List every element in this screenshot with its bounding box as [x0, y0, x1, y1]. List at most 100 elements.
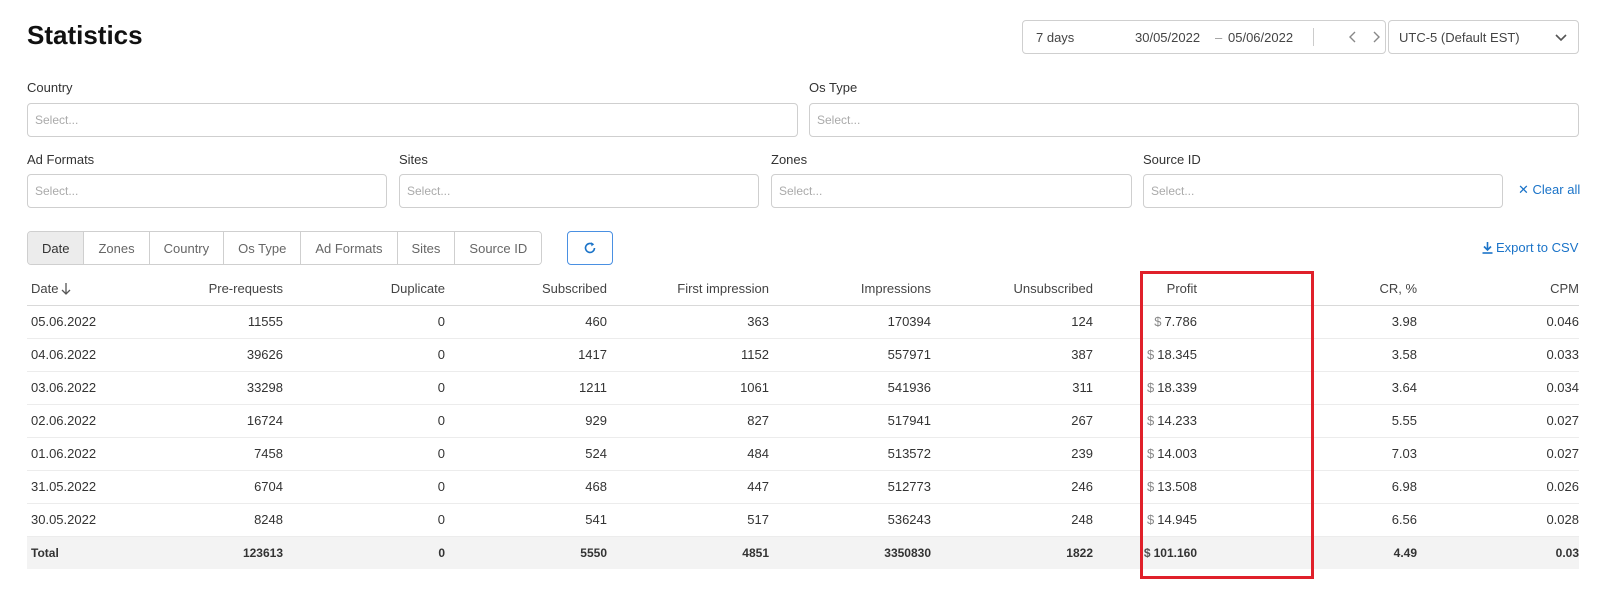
cell-unsubscribed: 246 — [931, 470, 1093, 504]
cell-subscribed: 5550 — [445, 536, 607, 569]
tab-ad-formats[interactable]: Ad Formats — [301, 232, 398, 264]
clear-all-label: Clear all — [1532, 182, 1581, 197]
clear-all-link[interactable]: ✕ Clear all — [1518, 182, 1580, 198]
column-header-duplicate[interactable]: Duplicate — [283, 272, 445, 306]
profit-value: 13.508 — [1157, 479, 1197, 494]
zones-label: Zones — [771, 152, 808, 167]
page-title: Statistics — [27, 20, 143, 50]
cell-cr: 3.98 — [1255, 305, 1417, 339]
tab-zones[interactable]: Zones — [84, 232, 150, 264]
timezone-select[interactable]: UTC-5 (Default EST) — [1388, 20, 1579, 54]
cell-subscribed: 460 — [445, 305, 607, 339]
ad-formats-placeholder: Select... — [35, 184, 79, 198]
sites-select[interactable]: Select... — [399, 174, 759, 208]
cell-pre-requests: 33298 — [109, 371, 283, 405]
cell-unsubscribed: 124 — [931, 305, 1093, 339]
cell-cpm: 0.046 — [1417, 305, 1579, 339]
currency-symbol: $ — [1147, 380, 1155, 395]
tab-source-id[interactable]: Source ID — [455, 232, 542, 264]
cell-subscribed: 468 — [445, 470, 607, 504]
export-csv-link[interactable]: Export to CSV — [1482, 240, 1578, 255]
tab-sites[interactable]: Sites — [397, 232, 456, 264]
cell-pre-requests: 7458 — [109, 437, 283, 471]
cell-subscribed: 541 — [445, 503, 607, 537]
tab-country[interactable]: Country — [149, 232, 225, 264]
date-range-picker[interactable]: 7 days 30/05/2022 – 05/06/2022 — [1022, 20, 1386, 54]
chevron-right-icon[interactable] — [1368, 29, 1384, 45]
cell-cr: 6.98 — [1255, 470, 1417, 504]
os-type-select[interactable]: Select... — [809, 103, 1579, 137]
date-to[interactable]: 05/06/2022 — [1228, 29, 1294, 45]
currency-symbol: $ — [1147, 347, 1155, 362]
os-type-label: Os Type — [809, 80, 858, 95]
cell-first-impression: 484 — [607, 437, 769, 471]
column-header-date[interactable]: Date — [27, 272, 109, 306]
cell-impressions: 517941 — [769, 404, 931, 438]
column-header-unsubscribed[interactable]: Unsubscribed — [931, 272, 1093, 306]
chevron-down-icon — [1555, 34, 1567, 42]
cell-pre-requests: 8248 — [109, 503, 283, 537]
cell-unsubscribed: 311 — [931, 371, 1093, 405]
source-id-select[interactable]: Select... — [1143, 174, 1503, 208]
cell-unsubscribed: 387 — [931, 338, 1093, 372]
cell-pre-requests: 16724 — [109, 404, 283, 438]
sites-placeholder: Select... — [407, 184, 451, 198]
cell-first-impression: 1152 — [607, 338, 769, 372]
currency-symbol: $ — [1147, 446, 1155, 461]
cell-profit: $14.003 — [1093, 437, 1255, 471]
column-header-first-impression[interactable]: First impression — [607, 272, 769, 306]
currency-symbol: $ — [1143, 545, 1151, 560]
cell-first-impression: 447 — [607, 470, 769, 504]
table-row: 05.06.2022 11555 0 460 363 170394 124 $7.786 3.9… — [27, 305, 1579, 339]
close-icon: ✕ — [1518, 182, 1529, 197]
chevron-left-icon[interactable] — [1345, 29, 1361, 45]
cell-date: 30.05.2022 — [27, 503, 109, 537]
currency-symbol: $ — [1154, 314, 1162, 329]
cell-first-impression: 517 — [607, 503, 769, 537]
profit-value: 18.339 — [1157, 380, 1197, 395]
column-header-subscribed[interactable]: Subscribed — [445, 272, 607, 306]
profit-value: 14.945 — [1157, 512, 1197, 527]
column-header-pre-requests[interactable]: Pre-requests — [109, 272, 283, 306]
refresh-button[interactable] — [567, 231, 613, 265]
cell-cr: 6.56 — [1255, 503, 1417, 537]
column-header-impressions[interactable]: Impressions — [769, 272, 931, 306]
cell-impressions: 557971 — [769, 338, 931, 372]
cell-profit: $18.339 — [1093, 371, 1255, 405]
cell-subscribed: 524 — [445, 437, 607, 471]
currency-symbol: $ — [1147, 413, 1155, 428]
cell-pre-requests: 11555 — [109, 305, 283, 339]
source-id-label: Source ID — [1143, 152, 1201, 167]
cell-cr: 7.03 — [1255, 437, 1417, 471]
ad-formats-select[interactable]: Select... — [27, 174, 387, 208]
cell-impressions: 513572 — [769, 437, 931, 471]
tab-date[interactable]: Date — [28, 232, 85, 264]
cell-subscribed: 1417 — [445, 338, 607, 372]
download-icon — [1482, 241, 1493, 254]
zones-select[interactable]: Select... — [771, 174, 1132, 208]
date-preset[interactable]: 7 days — [1036, 29, 1075, 45]
divider — [1313, 28, 1314, 46]
cell-impressions: 541936 — [769, 371, 931, 405]
cell-date: 31.05.2022 — [27, 470, 109, 504]
os-type-placeholder: Select... — [817, 113, 861, 127]
column-header-profit[interactable]: Profit — [1093, 272, 1255, 306]
tab-os-type[interactable]: Os Type — [224, 232, 302, 264]
table-row: 01.06.2022 7458 0 524 484 513572 239 $14.003 7.0… — [27, 437, 1579, 471]
country-select[interactable]: Select... — [27, 103, 798, 137]
profit-value: 14.003 — [1157, 446, 1197, 461]
profit-value: 18.345 — [1157, 347, 1197, 362]
arrow-down-icon — [62, 282, 71, 295]
cell-duplicate: 0 — [283, 371, 445, 405]
date-from[interactable]: 30/05/2022 — [1135, 29, 1201, 45]
column-header-cr[interactable]: CR, % — [1255, 272, 1417, 306]
column-header-cpm[interactable]: CPM — [1417, 272, 1579, 306]
cell-date: 02.06.2022 — [27, 404, 109, 438]
cell-cr: 5.55 — [1255, 404, 1417, 438]
cell-cpm: 0.03 — [1417, 536, 1579, 569]
table-row: 31.05.2022 6704 0 468 447 512773 246 $13.508 6.9… — [27, 470, 1579, 504]
cell-cr: 4.49 — [1255, 536, 1417, 569]
cell-pre-requests: 123613 — [109, 536, 283, 569]
cell-cpm: 0.033 — [1417, 338, 1579, 372]
timezone-value: UTC-5 (Default EST) — [1399, 29, 1520, 45]
